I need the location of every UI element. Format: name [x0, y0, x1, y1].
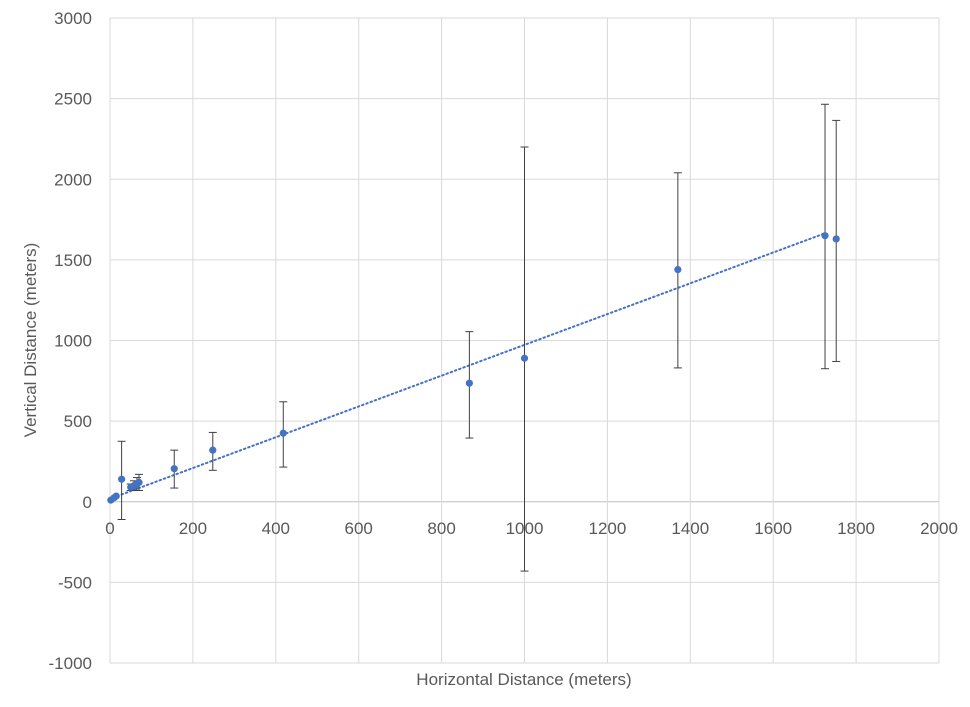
- trendline-line: [120, 232, 827, 496]
- data-point: [674, 265, 682, 274]
- data-point: [118, 475, 126, 483]
- data-point: [112, 492, 120, 500]
- data-point: [821, 232, 829, 240]
- x-tick-label: 1800: [837, 519, 875, 538]
- y-tick-label: 0: [83, 493, 92, 512]
- x-tick-label: 2000: [920, 519, 958, 538]
- data-point: [135, 478, 143, 486]
- x-tick-label: 1600: [754, 519, 792, 538]
- y-axis-title: Vertical Distance (meters): [21, 243, 40, 438]
- x-tick-label: 1200: [588, 519, 626, 538]
- x-tick-label: 200: [179, 519, 207, 538]
- y-tick-label: -500: [58, 573, 92, 592]
- data-point: [170, 465, 178, 473]
- x-tick-label: 800: [427, 519, 455, 538]
- y-tick-label: 2500: [54, 90, 92, 109]
- data-point: [832, 235, 840, 243]
- data-point: [279, 429, 287, 437]
- x-tick-labels: 0 200 400 600 800 1000 1200 1400 1600 1800 2000: [105, 519, 958, 538]
- data-points: [107, 232, 840, 504]
- y-tick-label: 1500: [54, 251, 92, 270]
- x-tick-label: 0: [105, 519, 114, 538]
- x-tick-label: 1400: [671, 519, 709, 538]
- y-tick-label: 500: [64, 412, 92, 431]
- x-tick-label: 400: [262, 519, 290, 538]
- data-point: [520, 354, 529, 362]
- y-tick-label: 2000: [54, 170, 92, 189]
- y-tick-labels: -1000 -500 0 500 1000 1500 2000 2500 3000: [49, 9, 92, 673]
- error-bars: [117, 103, 841, 572]
- x-tick-label: 600: [345, 519, 373, 538]
- y-tick-label: 3000: [54, 9, 92, 28]
- data-point: [465, 379, 473, 387]
- y-tick-label: -1000: [49, 654, 92, 673]
- y-tick-label: 1000: [54, 332, 92, 351]
- trendline: [120, 232, 827, 496]
- data-point: [209, 446, 217, 454]
- x-axis-title: Horizontal Distance (meters): [416, 670, 631, 689]
